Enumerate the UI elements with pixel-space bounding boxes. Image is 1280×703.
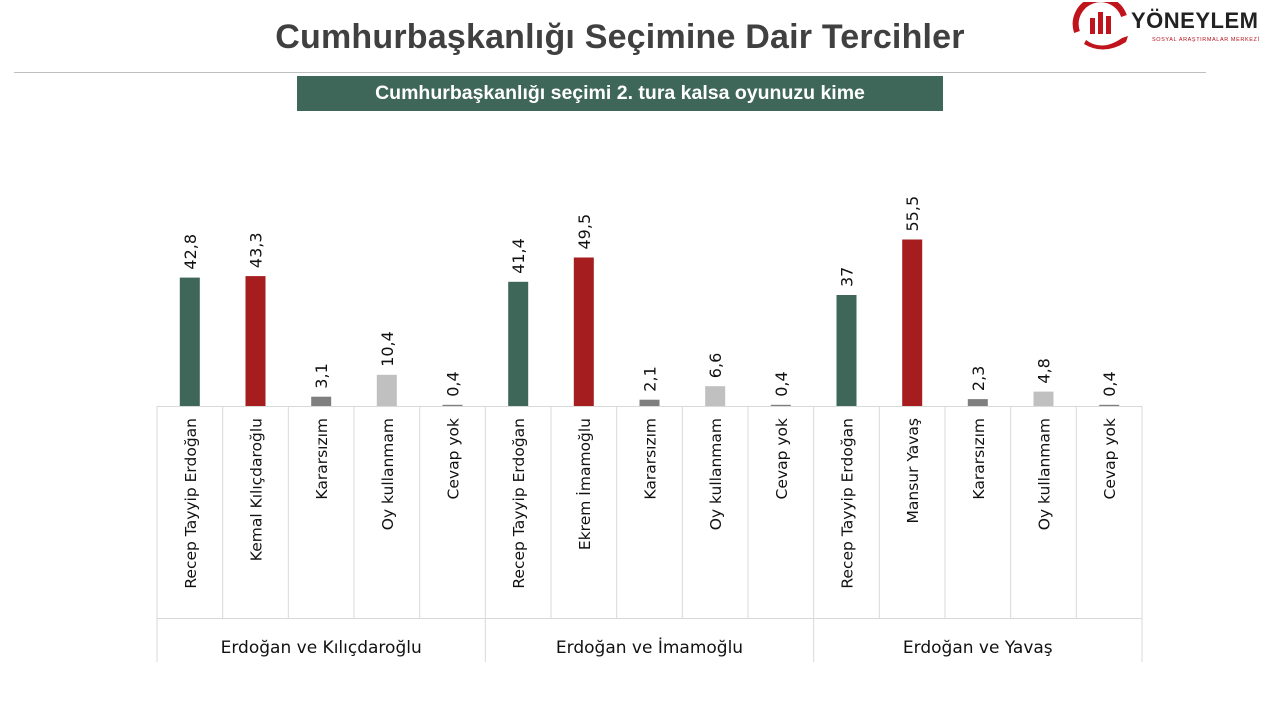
group-label: Erdoğan ve Kılıçdaroğlu (221, 638, 422, 658)
category-label: Oy kullanmam (379, 418, 397, 530)
yoneylem-logo-icon (1072, 2, 1128, 50)
category-label: Oy kullanmam (707, 418, 725, 530)
bar (1099, 404, 1120, 406)
category-label: Recep Tayyip Erdoğan (182, 418, 200, 589)
data-label: 0,4 (444, 371, 463, 396)
data-label: 41,4 (509, 238, 528, 274)
data-label: 55,5 (903, 196, 922, 232)
data-label: 0,4 (772, 371, 791, 396)
category-label: Kararsızım (970, 418, 988, 500)
data-label: 2,3 (969, 366, 988, 391)
bar (179, 277, 200, 406)
category-label: Recep Tayyip Erdoğan (839, 418, 857, 589)
data-label: 42,8 (181, 234, 200, 270)
logo-name: YÖNEYLEM (1131, 8, 1259, 33)
category-label: Kararsızım (313, 418, 331, 500)
category-label: Cevap yok (1101, 418, 1119, 499)
bar (967, 399, 988, 406)
bar (442, 404, 463, 406)
group-label: Erdoğan ve Yavaş (903, 638, 1053, 658)
data-label: 49,5 (575, 214, 594, 250)
logo-tagline: SOSYAL ARAŞTIRMALAR MERKEZİ (1152, 37, 1260, 43)
title-divider (14, 72, 1206, 73)
data-label: 2,1 (641, 366, 660, 391)
data-label: 37 (838, 267, 857, 287)
group-label: Erdoğan ve İmamoğlu (556, 637, 743, 658)
chart-subtitle-text: Cumhurbaşkanlığı seçimi 2. tura kalsa oy… (375, 82, 865, 104)
bar (705, 386, 726, 406)
bar (508, 281, 529, 406)
category-label: Kemal Kılıçdaroğlu (248, 418, 266, 561)
bar (836, 295, 857, 406)
category-label: Ekrem İmamoğlu (575, 418, 594, 550)
category-label: Cevap yok (773, 418, 791, 499)
data-label: 3,1 (312, 363, 331, 388)
category-label: Mansur Yavaş (904, 418, 922, 523)
page-title: Cumhurbaşkanlığı Seçimine Dair Tercihler (275, 18, 965, 56)
data-label: 43,3 (247, 232, 266, 268)
bar (573, 257, 594, 406)
bar (770, 404, 791, 406)
bar (376, 374, 397, 406)
category-label: Kararsızım (642, 418, 660, 500)
bar (1033, 391, 1054, 406)
data-label: 0,4 (1100, 371, 1119, 396)
bar (639, 399, 660, 406)
bar (245, 276, 266, 406)
data-label: 10,4 (378, 331, 397, 367)
bar (902, 239, 923, 406)
data-label: 4,8 (1035, 358, 1054, 383)
category-label: Recep Tayyip Erdoğan (510, 418, 528, 589)
chart-subtitle: Cumhurbaşkanlığı seçimi 2. tura kalsa oy… (297, 76, 943, 111)
category-label: Cevap yok (445, 418, 463, 499)
category-label: Oy kullanmam (1036, 418, 1054, 530)
data-label: 6,6 (706, 353, 725, 378)
bar (311, 396, 332, 406)
